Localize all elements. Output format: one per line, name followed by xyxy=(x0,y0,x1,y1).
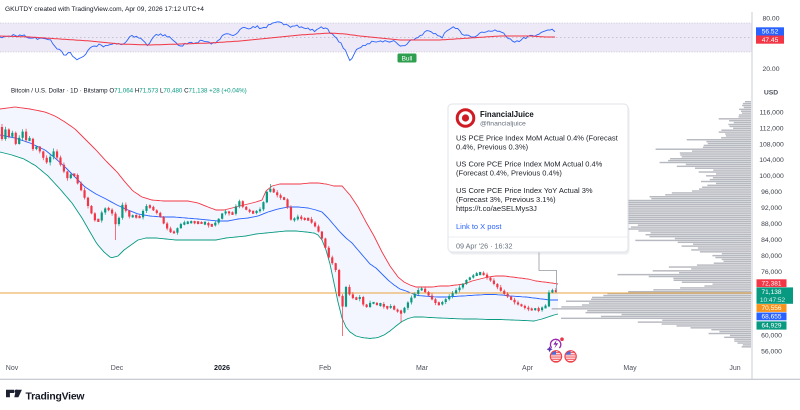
svg-text:108,000: 108,000 xyxy=(759,141,784,148)
svg-text:TradingView: TradingView xyxy=(26,391,86,402)
svg-text:96,000: 96,000 xyxy=(761,189,782,196)
svg-text:FinancialJuice: FinancialJuice xyxy=(480,110,534,119)
svg-text:112,000: 112,000 xyxy=(759,125,783,132)
svg-text:70,556: 70,556 xyxy=(762,305,782,312)
svg-text:80.00: 80.00 xyxy=(762,15,779,22)
svg-text:92,000: 92,000 xyxy=(761,205,782,212)
svg-text:76,000: 76,000 xyxy=(761,269,782,276)
svg-text:09 Apr '26 · 16:32: 09 Apr '26 · 16:32 xyxy=(456,242,513,251)
svg-text:88,000: 88,000 xyxy=(761,221,782,228)
svg-text:US Core PCE Price Index MoM Ac: US Core PCE Price Index MoM Actual 0.4% xyxy=(456,160,603,169)
svg-text:20.00: 20.00 xyxy=(762,66,779,73)
svg-text:0.4%, Previous 0.3%): 0.4%, Previous 0.3%) xyxy=(456,143,529,152)
svg-text:May: May xyxy=(623,365,637,372)
svg-text:US Core PCE Price Index YoY Ac: US Core PCE Price Index YoY Actual 3% xyxy=(456,186,593,195)
svg-text:Bull: Bull xyxy=(402,56,413,63)
svg-text:68,655: 68,655 xyxy=(762,314,782,321)
svg-text:10:47:52: 10:47:52 xyxy=(760,297,786,304)
svg-text:(Forecast 3%, Previous 3.1%): (Forecast 3%, Previous 3.1%) xyxy=(456,195,556,204)
svg-text:56.52: 56.52 xyxy=(762,29,779,36)
svg-text:@financialjuice: @financialjuice xyxy=(480,121,526,128)
svg-text:47.45: 47.45 xyxy=(762,37,779,44)
svg-text:Bitcoin / U.S. Dollar · 1D · B: Bitcoin / U.S. Dollar · 1D · Bitstamp O7… xyxy=(11,88,247,95)
svg-text:Nov: Nov xyxy=(6,365,19,372)
svg-text:(Forecast 0.4%, Previous 0.4%): (Forecast 0.4%, Previous 0.4%) xyxy=(456,169,562,178)
svg-text:100,000: 100,000 xyxy=(759,173,784,180)
svg-text:72,381: 72,381 xyxy=(762,280,782,287)
svg-text:https://t.co/aeSELMys3J: https://t.co/aeSELMys3J xyxy=(456,204,537,213)
svg-text:116,000: 116,000 xyxy=(759,109,783,116)
svg-text:56,000: 56,000 xyxy=(761,349,782,356)
svg-text:Dec: Dec xyxy=(111,365,124,372)
svg-text:Mar: Mar xyxy=(416,365,429,372)
svg-text:GKUTDY created with TradingVie: GKUTDY created with TradingView.com, Apr… xyxy=(5,6,204,13)
svg-text:80,000: 80,000 xyxy=(761,253,782,260)
svg-text:2026: 2026 xyxy=(214,363,230,372)
svg-text:US PCE Price Index MoM Actual: US PCE Price Index MoM Actual 0.4% (Fore… xyxy=(456,134,619,143)
svg-text:60,000: 60,000 xyxy=(761,333,782,340)
svg-text:Jun: Jun xyxy=(729,365,740,372)
svg-text:71,138: 71,138 xyxy=(762,289,782,296)
svg-text:104,000: 104,000 xyxy=(759,157,784,164)
svg-text:Link to X post: Link to X post xyxy=(456,222,502,231)
svg-text:84,000: 84,000 xyxy=(761,237,782,244)
svg-text:64,929: 64,929 xyxy=(762,323,782,330)
svg-text:Feb: Feb xyxy=(319,365,331,372)
svg-text:USD: USD xyxy=(764,90,778,97)
svg-text:Apr: Apr xyxy=(522,365,534,372)
